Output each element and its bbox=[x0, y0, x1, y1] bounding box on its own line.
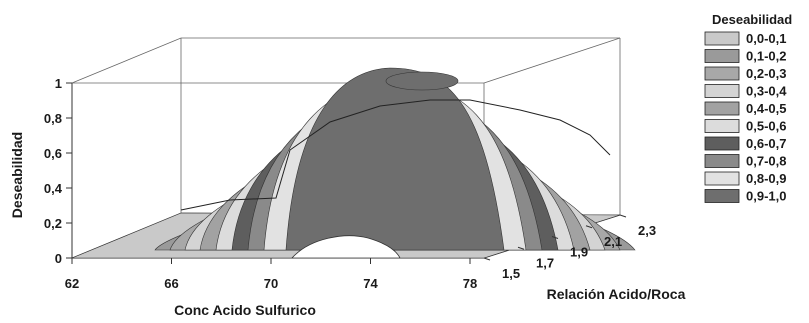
legend-swatch bbox=[704, 84, 740, 98]
legend-label: 0,8-0,9 bbox=[746, 171, 786, 186]
legend-swatch bbox=[704, 154, 740, 168]
y-axis-title: Relación Acido/Roca bbox=[547, 286, 686, 302]
x-axis: 62 66 70 74 78 Conc Acido Sulfurico bbox=[65, 258, 477, 318]
legend-label: 0,2-0,3 bbox=[746, 66, 786, 81]
legend-label: 0,3-0,4 bbox=[746, 84, 787, 99]
legend-title: Deseabilidad bbox=[712, 12, 792, 27]
y-axis: 1,5 1,7 1,9 2,1 2,3 Relación Acido/Roca bbox=[483, 214, 686, 302]
y-tick-label: 2,1 bbox=[604, 234, 622, 249]
y-tick-label: 1,5 bbox=[502, 266, 520, 281]
x-tick-label: 78 bbox=[463, 276, 477, 291]
legend-label: 0,7-0,8 bbox=[746, 154, 786, 169]
legend-swatch bbox=[704, 189, 740, 203]
legend-swatch bbox=[704, 136, 740, 151]
y-tick-mark bbox=[619, 214, 627, 218]
x-tick-label: 62 bbox=[65, 276, 79, 291]
z-tick-label: 0,6 bbox=[44, 146, 62, 161]
z-tick-label: 0,4 bbox=[44, 181, 63, 196]
y-tick-mark bbox=[551, 236, 559, 239]
y-tick-mark bbox=[483, 257, 491, 261]
legend-label: 0,6-0,7 bbox=[746, 136, 786, 151]
y-tick-mark bbox=[517, 246, 525, 250]
legend-label: 0,5-0,6 bbox=[746, 119, 786, 134]
x-tick-label: 66 bbox=[164, 276, 178, 291]
legend-label: 0,0-0,1 bbox=[746, 31, 786, 46]
z-tick-label: 0,2 bbox=[44, 216, 62, 231]
y-tick-label: 2,3 bbox=[638, 223, 656, 238]
y-tick-label: 1,7 bbox=[536, 255, 554, 270]
box-back-top-edge bbox=[71, 37, 620, 84]
legend-label: 0,1-0,2 bbox=[746, 49, 786, 64]
legend-swatch bbox=[704, 49, 740, 63]
x-tick-label: 70 bbox=[264, 276, 278, 291]
legend-swatch bbox=[704, 66, 740, 81]
z-axis: 0 0,2 0,4 0,6 0,8 1 Deseabilidad bbox=[9, 76, 73, 266]
legend-swatch bbox=[704, 171, 740, 186]
y-tick-label: 1,9 bbox=[570, 245, 588, 260]
z-axis-title: Deseabilidad bbox=[9, 132, 25, 218]
box-top-right-diagonal bbox=[483, 37, 621, 84]
x-axis-title: Conc Acido Sulfurico bbox=[174, 302, 316, 318]
z-tick-label: 1 bbox=[55, 76, 62, 91]
legend-swatch bbox=[704, 119, 740, 133]
surface-floor-cutout bbox=[291, 235, 401, 259]
legend-swatch bbox=[704, 31, 740, 46]
y-tick-mark bbox=[585, 225, 593, 229]
z-tick-label: 0 bbox=[55, 251, 62, 266]
z-tick-label: 0,8 bbox=[44, 111, 62, 126]
x-tick-label: 74 bbox=[363, 276, 378, 291]
legend: Deseabilidad 0,0-0,1 0,1-0,2 0,2-0,3 0,3-0,… bbox=[704, 12, 792, 204]
legend-swatch bbox=[704, 101, 740, 116]
legend-label: 0,4-0,5 bbox=[746, 101, 786, 116]
surface-peak-band bbox=[385, 71, 459, 91]
surface-ridge-line bbox=[180, 99, 611, 211]
desirability-surface bbox=[71, 67, 636, 259]
legend-label: 0,9-1,0 bbox=[746, 189, 786, 204]
surface-band bbox=[285, 67, 505, 251]
